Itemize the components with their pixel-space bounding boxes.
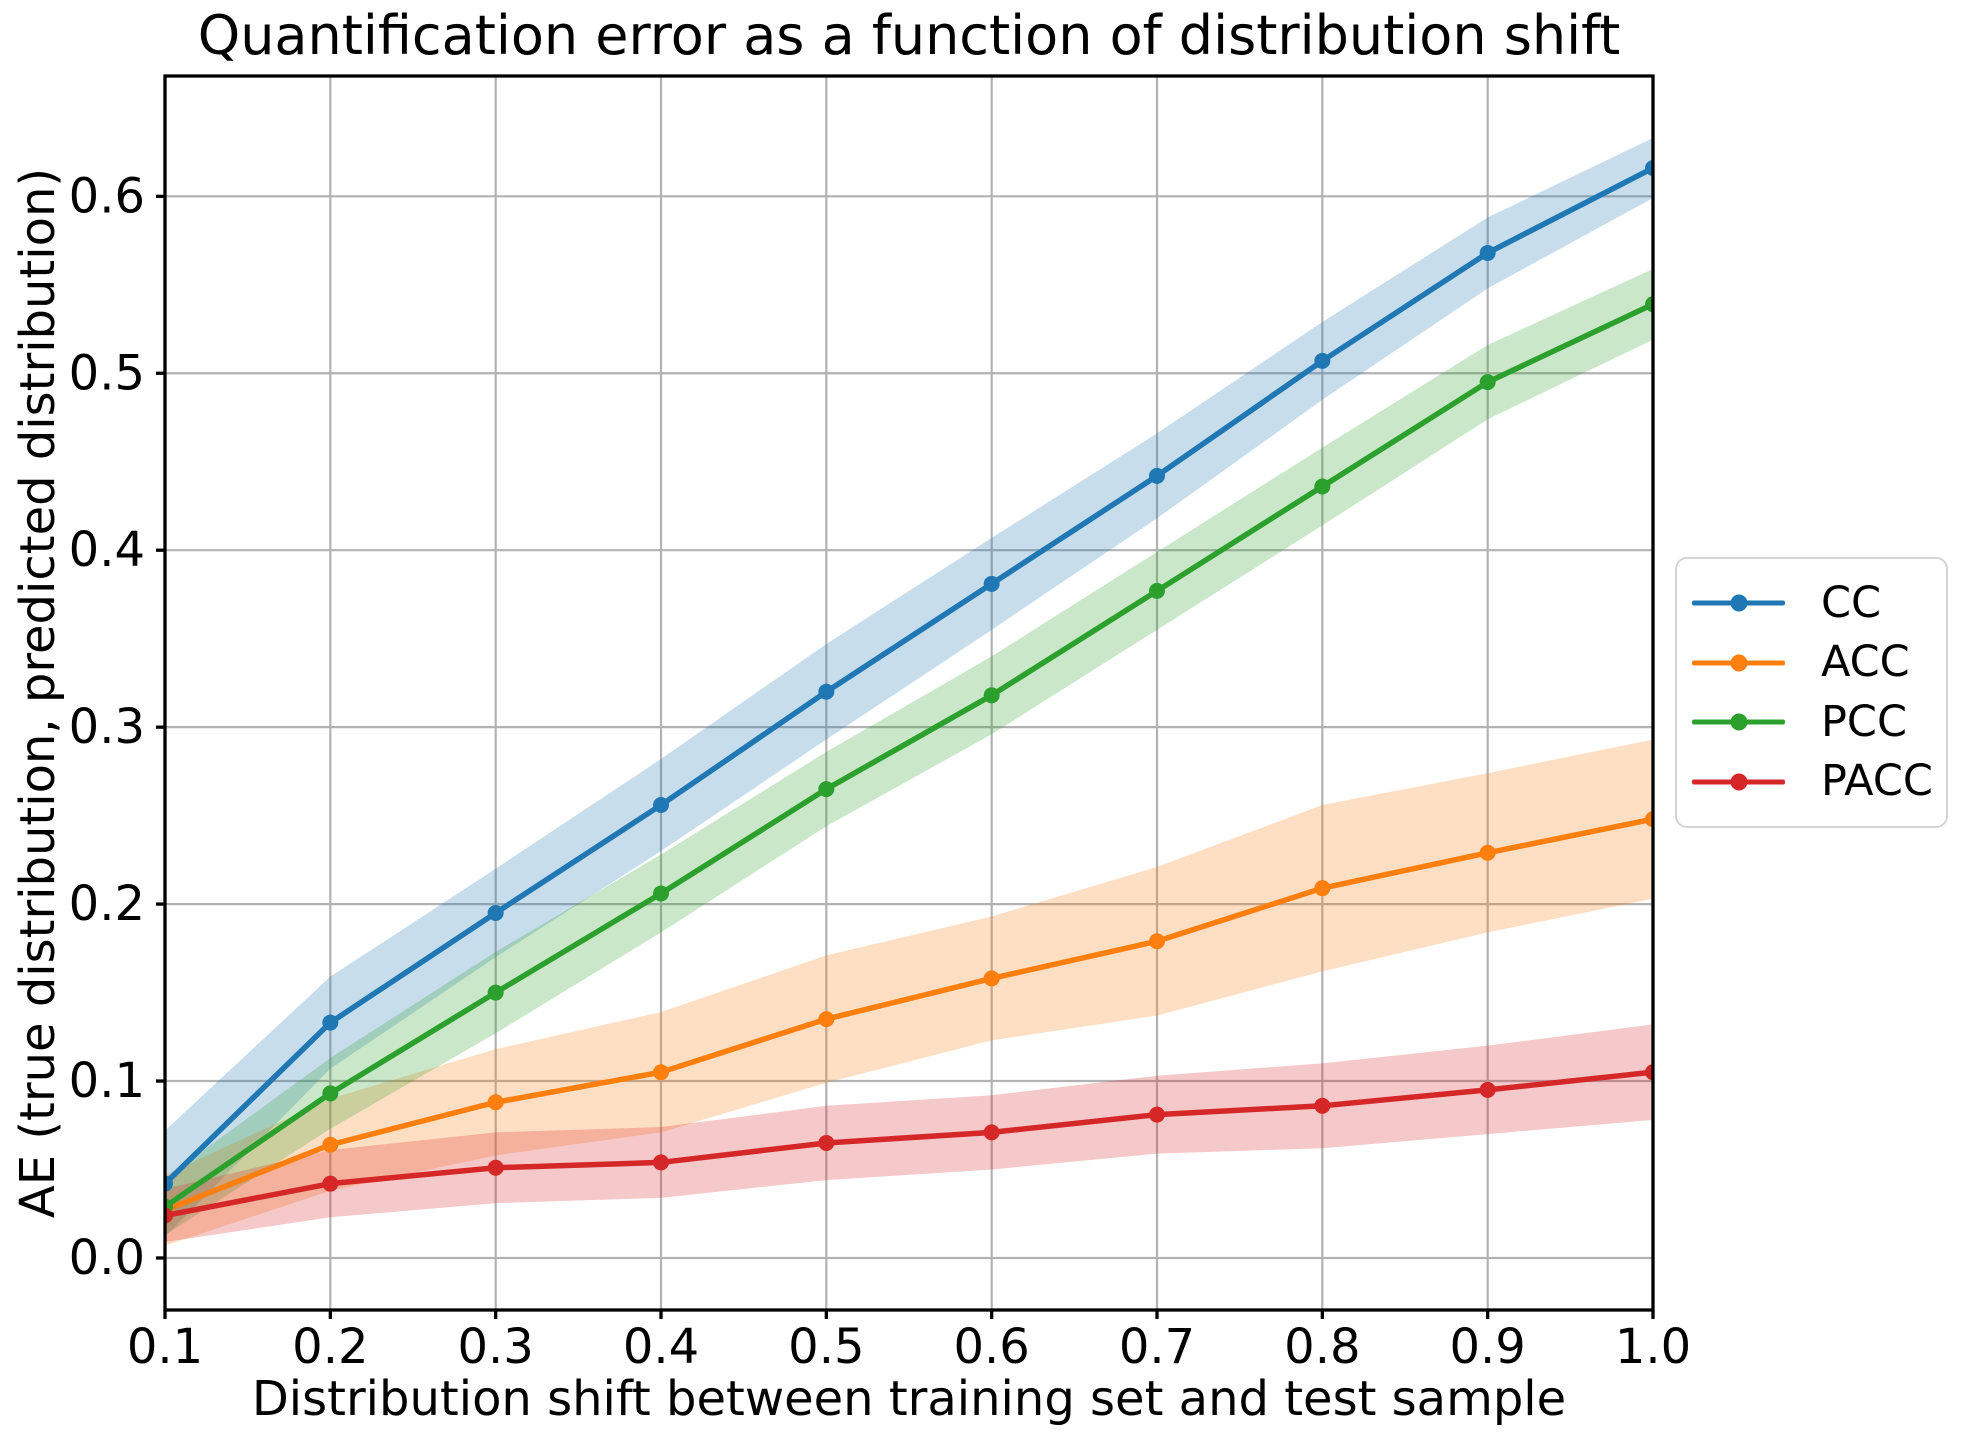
series-marker-CC — [1479, 244, 1496, 261]
series-line-PACC — [165, 1069, 1653, 1219]
series-marker-PACC — [322, 1175, 339, 1192]
x-tick-label: 0.1 — [127, 1319, 203, 1375]
series-marker-PCC — [653, 885, 669, 902]
y-tick-label: 0.5 — [69, 345, 145, 401]
legend-item-label: PACC — [1821, 756, 1933, 807]
series-marker-PACC — [653, 1154, 669, 1171]
series-marker-PCC — [322, 1085, 339, 1102]
series-marker-PCC — [983, 687, 1000, 704]
series-marker-PACC — [165, 1207, 173, 1224]
series-marker-CC — [653, 797, 669, 814]
y-tick-label: 0.2 — [69, 876, 145, 932]
x-axis-label: Distribution shift between training set … — [251, 1371, 1567, 1427]
series-marker-CC — [1149, 467, 1165, 484]
series-line-PCC — [165, 301, 1653, 1210]
legend-item-label: PCC — [1821, 696, 1907, 747]
legend-dot-icon — [1730, 713, 1747, 731]
legend-item-label: ACC — [1821, 637, 1910, 688]
legend-swatch-ACC — [1692, 653, 1785, 673]
y-tick-label: 0.4 — [69, 522, 145, 578]
series-band-CC — [165, 137, 1653, 1237]
tick-labels: 0.1 0.2 0.3 0.4 0.5 0.6 0.7 0.8 0.9 1.0 0.0 0.1 0.2 0… — [69, 168, 1692, 1375]
legend-swatch-PCC — [1692, 712, 1785, 732]
y-tick-label: 0.3 — [69, 699, 145, 755]
legend-swatch-PACC — [1692, 772, 1785, 792]
series-marker-CC — [1645, 160, 1653, 177]
legend-dot-icon — [1730, 654, 1747, 672]
series-marker-ACC — [1314, 880, 1331, 897]
series-marker-PACC — [818, 1134, 835, 1151]
series-marker-ACC — [818, 1011, 835, 1028]
y-tick-label: 0.1 — [69, 1053, 145, 1109]
legend-item-PACC: PACC — [1692, 760, 1946, 803]
series-marker-PCC — [1149, 582, 1165, 599]
x-tick-label: 0.4 — [623, 1319, 699, 1375]
series-marker-PACC — [1149, 1106, 1165, 1123]
series-marker-PACC — [1645, 1064, 1653, 1081]
series-marker-CC — [165, 1175, 173, 1192]
series-marker-PCC — [818, 781, 835, 798]
y-tick-label: 0.0 — [69, 1230, 145, 1286]
x-tick-label: 0.9 — [1449, 1319, 1525, 1375]
legend-item-label: CC — [1821, 577, 1882, 628]
tick-marks — [156, 194, 1655, 1319]
chart-title: Quantification error as a function of di… — [197, 4, 1621, 67]
series-marker-ACC — [322, 1136, 339, 1153]
series-marker-ACC — [487, 1094, 504, 1111]
legend-item-ACC: ACC — [1692, 641, 1946, 684]
series-marker-ACC — [653, 1064, 669, 1081]
series-marker-PACC — [1479, 1081, 1496, 1098]
series-marker-PACC — [1314, 1097, 1331, 1114]
x-tick-label: 0.8 — [1284, 1319, 1360, 1375]
legend-swatch-CC — [1692, 593, 1785, 613]
series-marker-ACC — [983, 970, 1000, 987]
x-tick-label: 0.5 — [788, 1319, 864, 1375]
x-tick-label: 0.3 — [457, 1319, 533, 1375]
series-marker-ACC — [1149, 933, 1165, 950]
series-marker-PACC — [487, 1159, 504, 1176]
x-tick-label: 0.2 — [292, 1319, 368, 1375]
series-band-ACC — [165, 739, 1653, 1246]
series-marker-PCC — [487, 984, 504, 1001]
series-marker-PCC — [1645, 296, 1653, 313]
legend: CC ACC PCC PACC — [1675, 557, 1948, 828]
series-marker-CC — [487, 904, 504, 921]
series-marker-ACC — [1479, 844, 1496, 861]
confidence-bands — [165, 137, 1653, 1246]
series-marker-PACC — [983, 1124, 1000, 1141]
series-lines — [165, 160, 1653, 1224]
legend-dot-icon — [1730, 773, 1747, 791]
series-marker-PCC — [1479, 374, 1496, 391]
series-marker-CC — [818, 683, 835, 700]
legend-dot-icon — [1730, 594, 1747, 612]
legend-item-CC: CC — [1692, 577, 1946, 628]
y-axis-label: AE (true distribution, predicted distrib… — [10, 167, 66, 1219]
series-marker-CC — [983, 575, 1000, 592]
series-line-CC — [165, 165, 1653, 1187]
x-tick-label: 0.6 — [953, 1319, 1029, 1375]
series-marker-CC — [1314, 352, 1331, 369]
legend-item-PCC: PCC — [1692, 696, 1946, 747]
series-marker-ACC — [1645, 811, 1653, 828]
series-band-PACC — [165, 1024, 1653, 1243]
series-marker-CC — [322, 1014, 339, 1031]
series-marker-PCC — [1314, 478, 1331, 495]
x-tick-label: 1.0 — [1615, 1319, 1691, 1375]
plot-border — [163, 74, 1655, 1312]
series-line-ACC — [165, 816, 1653, 1213]
x-tick-label: 0.7 — [1119, 1319, 1195, 1375]
y-tick-label: 0.6 — [69, 168, 145, 224]
